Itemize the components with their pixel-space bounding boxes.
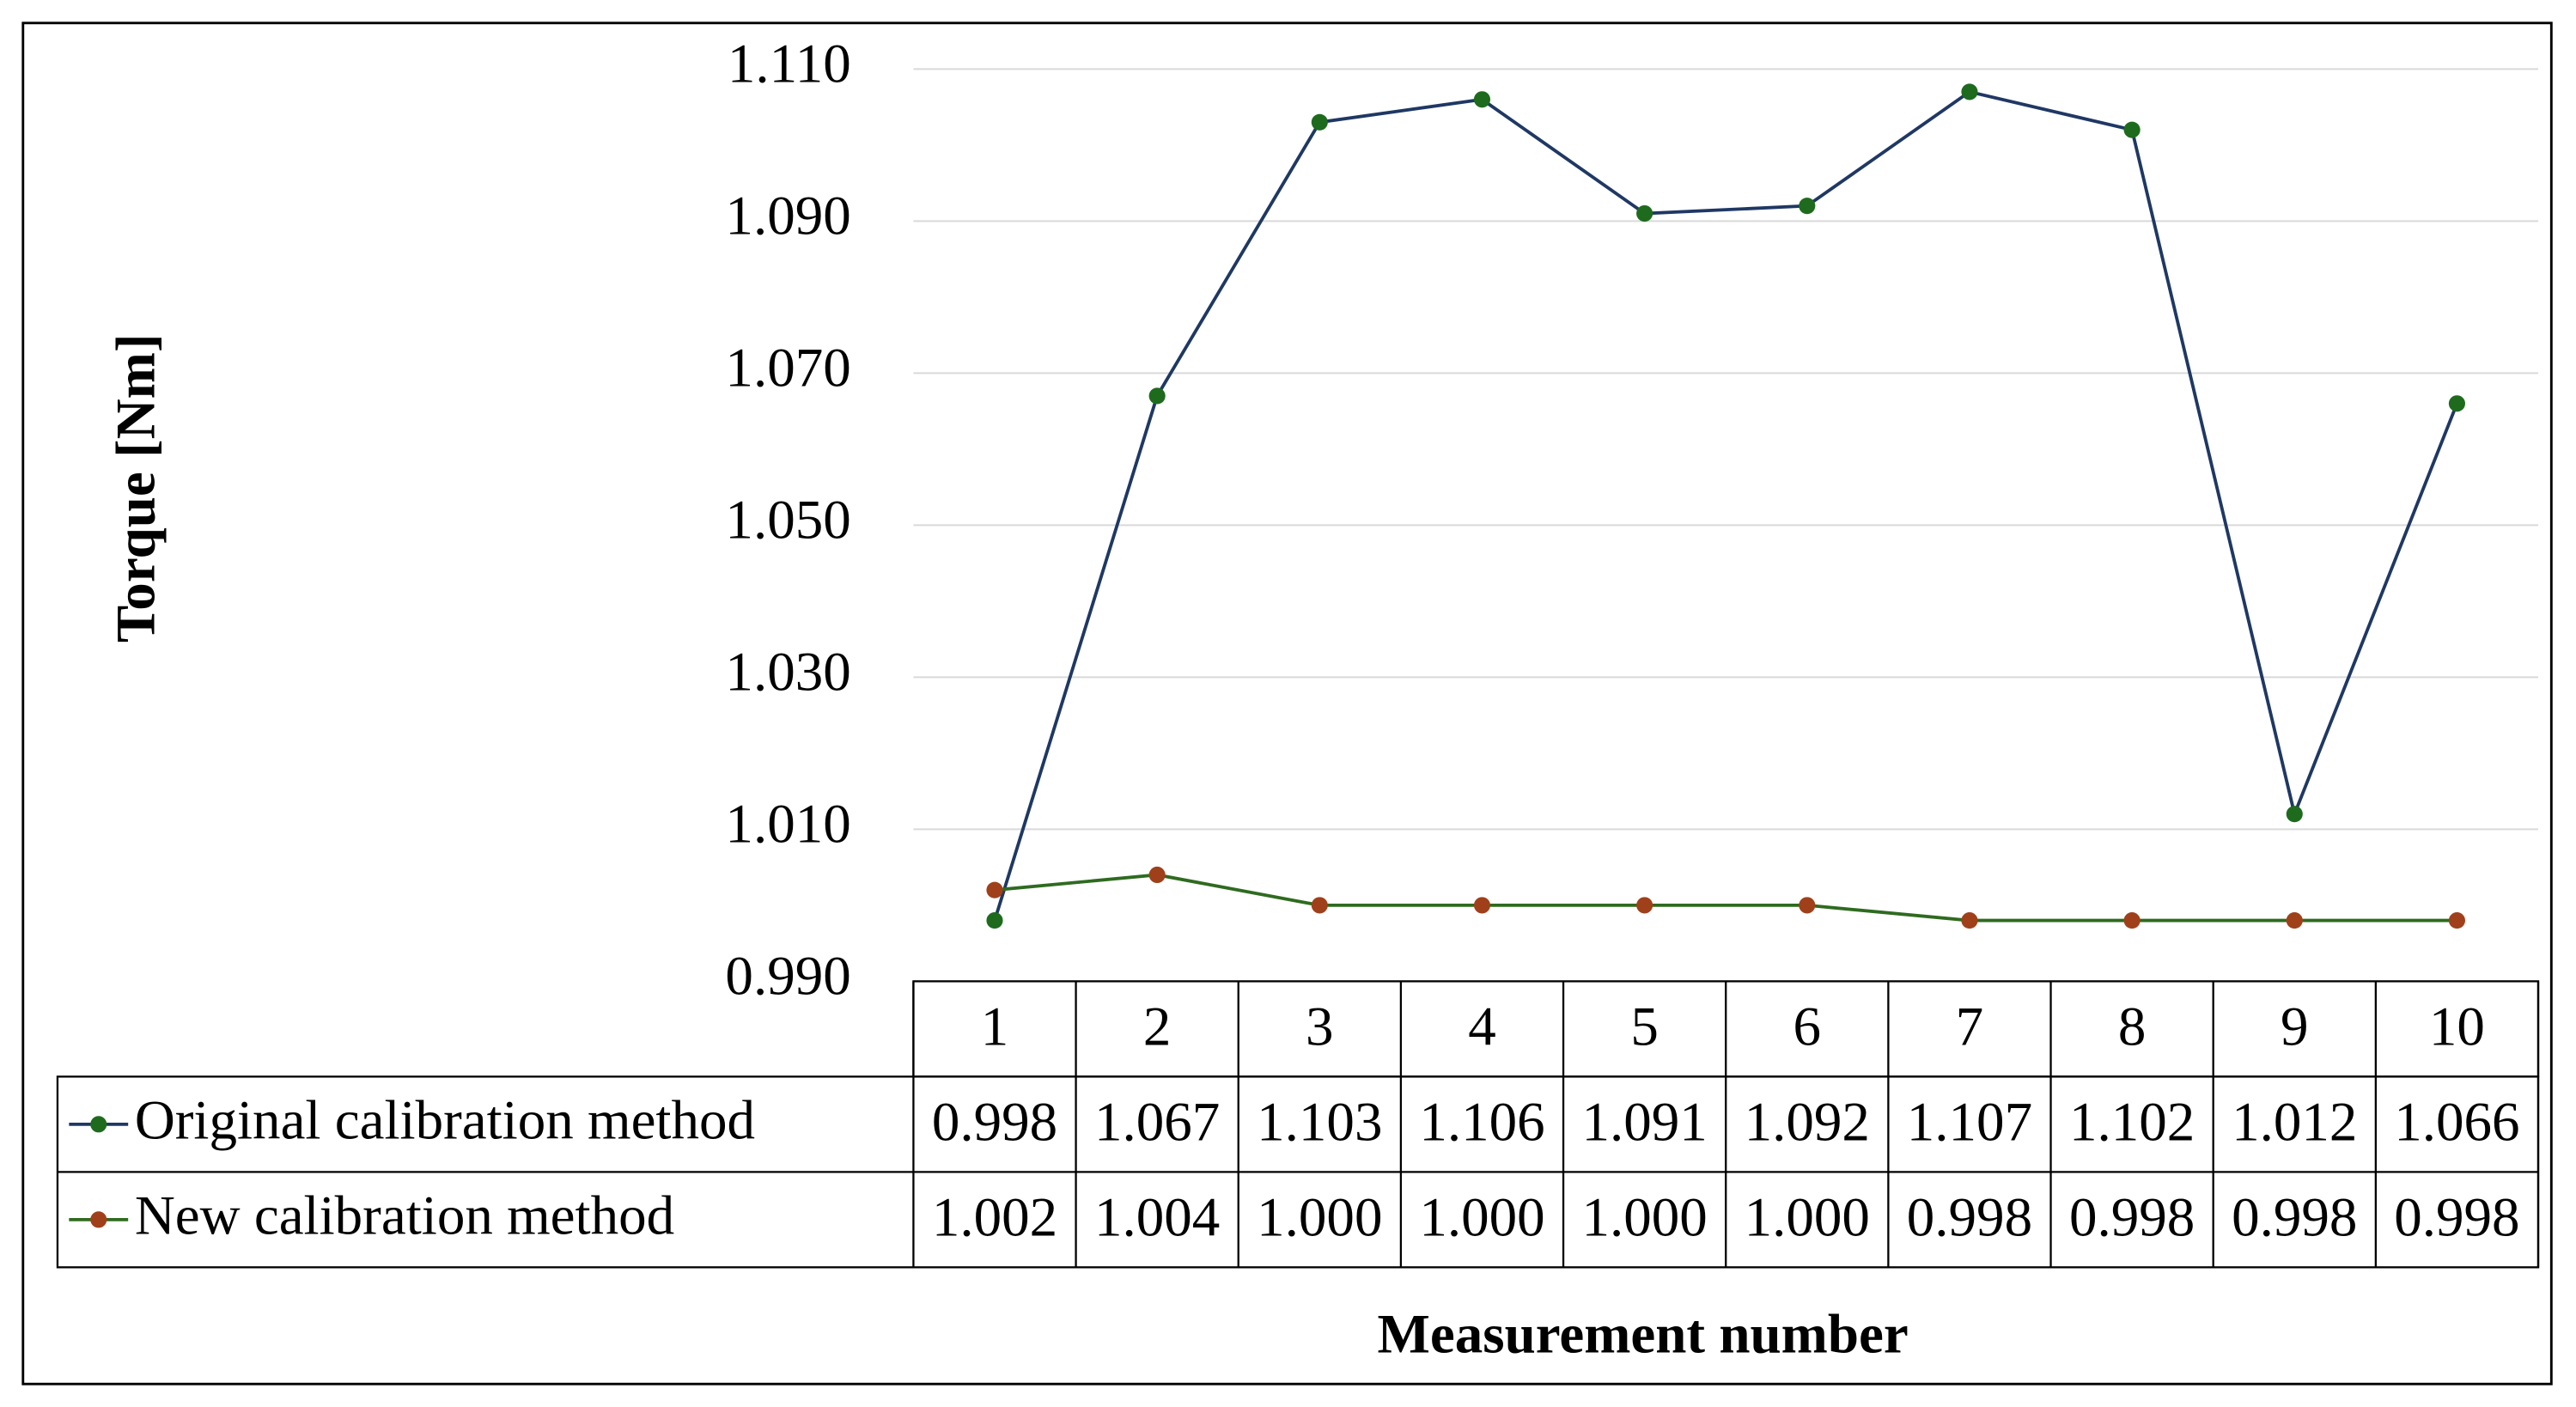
series-line [994, 873, 2457, 923]
table-value: 1.102 [2069, 1092, 2195, 1154]
y-tick-label: 1.090 [725, 185, 850, 247]
legend-marker [90, 1211, 107, 1228]
chart-border [21, 21, 2553, 1386]
table-value: 1.012 [2232, 1092, 2357, 1154]
data-point [1473, 897, 1491, 914]
data-point [1636, 897, 1653, 914]
data-point [1311, 113, 1328, 131]
legend-marker [90, 1116, 107, 1133]
table-value: 1.002 [932, 1187, 1057, 1249]
table-value: 1.000 [1745, 1187, 1870, 1249]
data-point [1799, 198, 1816, 215]
x-tick-label: 8 [2118, 996, 2147, 1058]
data-point [1148, 866, 1166, 884]
x-tick-label: 7 [1956, 996, 1984, 1058]
table-value: 0.998 [932, 1092, 1057, 1154]
data-point [2448, 912, 2465, 929]
data-point [1148, 387, 1166, 405]
table-value: 1.092 [1745, 1092, 1870, 1154]
y-tick-label: 1.110 [728, 33, 851, 94]
y-tick-label: 1.030 [725, 641, 850, 703]
y-tick-label: 1.050 [725, 489, 850, 551]
table-value: 0.998 [1907, 1187, 2032, 1249]
table-value: 1.000 [1419, 1187, 1544, 1249]
data-point [2286, 806, 2303, 823]
table-value: 0.998 [2394, 1187, 2519, 1249]
x-tick-label: 9 [2281, 996, 2309, 1058]
table-value: 0.998 [2232, 1187, 2357, 1249]
data-point [1961, 83, 1978, 100]
x-tick-label: 3 [1306, 996, 1334, 1058]
x-tick-label: 2 [1143, 996, 1172, 1058]
data-point [1311, 897, 1328, 914]
y-axis-title: Torque [Nm] [105, 334, 167, 643]
y-tick-label: 0.990 [725, 945, 850, 1007]
table-value: 1.103 [1257, 1092, 1382, 1154]
table-value: 0.998 [2069, 1187, 2195, 1249]
data-point [986, 912, 1003, 929]
data-point [1473, 91, 1491, 108]
data-point [2286, 912, 2303, 929]
table-value: 1.004 [1094, 1187, 1220, 1249]
series-line [993, 89, 2459, 922]
x-tick-label: 10 [2429, 996, 2485, 1058]
table-value: 1.066 [2394, 1092, 2519, 1154]
table-value: 1.000 [1257, 1187, 1382, 1249]
table-value: 1.106 [1419, 1092, 1544, 1154]
table-value: 1.067 [1094, 1092, 1220, 1154]
table-value: 1.000 [1581, 1187, 1707, 1249]
data-point [1636, 204, 1653, 222]
x-tick-label: 6 [1793, 996, 1822, 1058]
data-point [2123, 121, 2141, 138]
data-point [1961, 912, 1978, 929]
table-value: 1.107 [1907, 1092, 2032, 1154]
x-axis-title: Measurement number [1378, 1303, 1909, 1365]
x-tick-label: 4 [1468, 996, 1496, 1058]
y-tick-label: 1.070 [725, 337, 850, 399]
legend-label: New calibration method [135, 1185, 674, 1247]
legend-label: Original calibration method [135, 1090, 755, 1152]
table-value: 1.091 [1581, 1092, 1707, 1154]
data-point [986, 881, 1003, 898]
data-point [1799, 897, 1816, 914]
x-tick-label: 5 [1630, 996, 1659, 1058]
data-point [2448, 395, 2465, 412]
y-tick-label: 1.010 [725, 793, 850, 855]
x-tick-label: 1 [981, 996, 1009, 1058]
data-point [2123, 912, 2141, 929]
